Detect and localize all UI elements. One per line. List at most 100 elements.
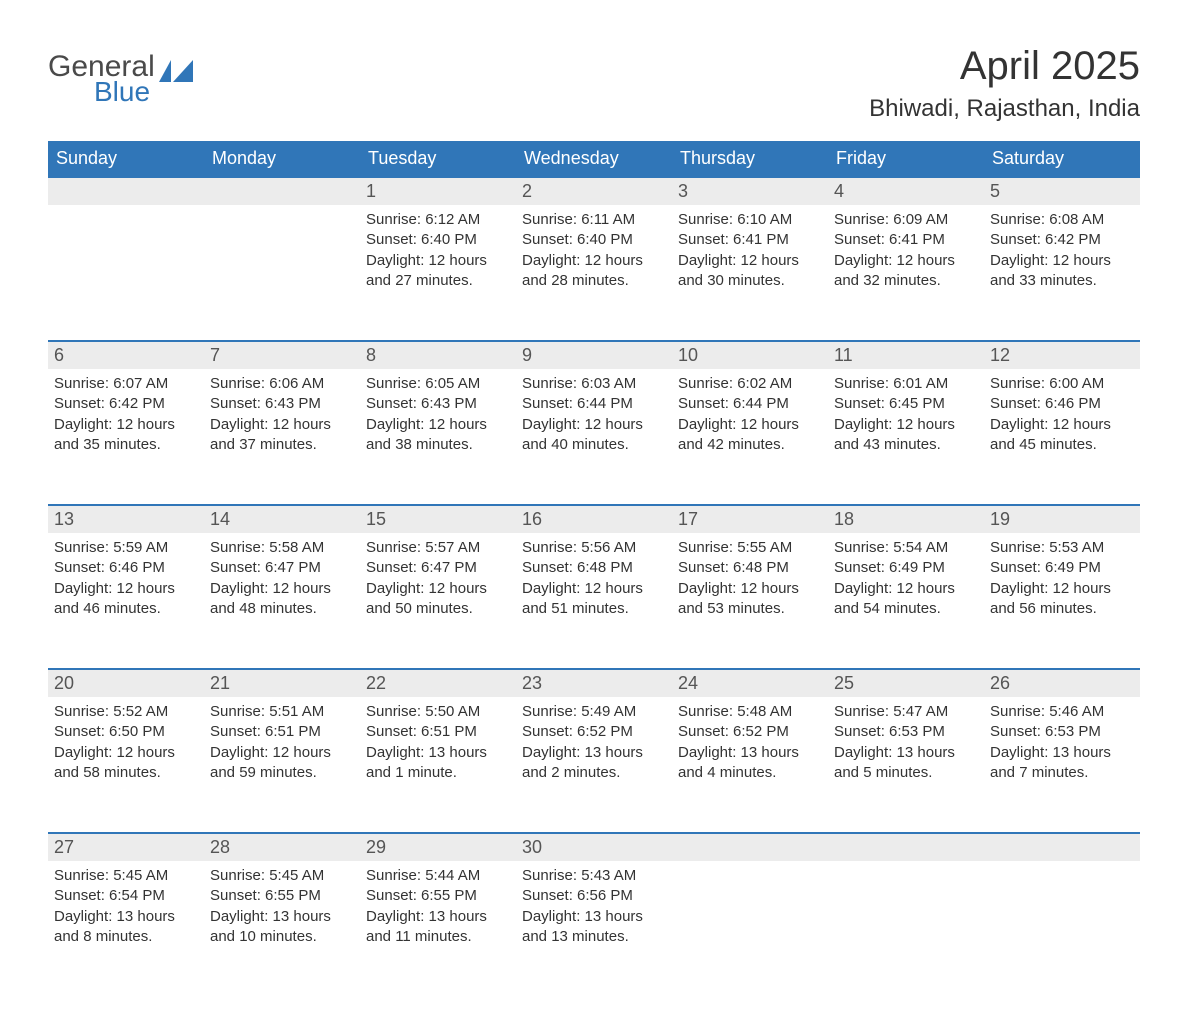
daylight-line: Daylight: 12 hours and 37 minutes. — [210, 415, 354, 456]
sunset-line: Sunset: 6:53 PM — [834, 722, 978, 742]
day-content: Sunrise: 5:49 AMSunset: 6:52 PMDaylight:… — [516, 697, 672, 797]
daylight-line: Daylight: 12 hours and 51 minutes. — [522, 579, 666, 620]
day-number: 2 — [516, 176, 672, 205]
sunset-line: Sunset: 6:48 PM — [522, 558, 666, 578]
daylight-line: Daylight: 12 hours and 27 minutes. — [366, 251, 510, 292]
daylight-line: Daylight: 13 hours and 7 minutes. — [990, 743, 1134, 784]
sunrise-line: Sunrise: 6:06 AM — [210, 374, 354, 394]
day-content: Sunrise: 6:11 AMSunset: 6:40 PMDaylight:… — [516, 205, 672, 305]
day-content: Sunrise: 6:05 AMSunset: 6:43 PMDaylight:… — [360, 369, 516, 469]
day-cell: Sunrise: 5:49 AMSunset: 6:52 PMDaylight:… — [516, 697, 672, 832]
sunrise-line: Sunrise: 5:48 AM — [678, 702, 822, 722]
day-number: 17 — [672, 504, 828, 533]
daylight-line: Daylight: 13 hours and 1 minute. — [366, 743, 510, 784]
daylight-line: Daylight: 13 hours and 11 minutes. — [366, 907, 510, 948]
day-number: 8 — [360, 340, 516, 369]
day-content: Sunrise: 6:03 AMSunset: 6:44 PMDaylight:… — [516, 369, 672, 469]
sunrise-line: Sunrise: 5:43 AM — [522, 866, 666, 886]
day-cell: Sunrise: 5:53 AMSunset: 6:49 PMDaylight:… — [984, 533, 1140, 668]
day-content: Sunrise: 5:52 AMSunset: 6:50 PMDaylight:… — [48, 697, 204, 797]
month-title: April 2025 — [869, 44, 1140, 89]
day-number: 22 — [360, 668, 516, 697]
sunset-line: Sunset: 6:42 PM — [54, 394, 198, 414]
sunset-line: Sunset: 6:43 PM — [210, 394, 354, 414]
daylight-line: Daylight: 12 hours and 45 minutes. — [990, 415, 1134, 456]
day-content: Sunrise: 5:44 AMSunset: 6:55 PMDaylight:… — [360, 861, 516, 961]
day-content: Sunrise: 6:07 AMSunset: 6:42 PMDaylight:… — [48, 369, 204, 469]
day-content: Sunrise: 5:50 AMSunset: 6:51 PMDaylight:… — [360, 697, 516, 797]
daylight-line: Daylight: 12 hours and 32 minutes. — [834, 251, 978, 292]
daylight-line: Daylight: 12 hours and 28 minutes. — [522, 251, 666, 292]
day-number-empty — [672, 832, 828, 861]
sunset-line: Sunset: 6:55 PM — [210, 886, 354, 906]
sunrise-line: Sunrise: 5:45 AM — [210, 866, 354, 886]
day-content: Sunrise: 6:00 AMSunset: 6:46 PMDaylight:… — [984, 369, 1140, 469]
sunrise-line: Sunrise: 6:07 AM — [54, 374, 198, 394]
day-cell: Sunrise: 6:12 AMSunset: 6:40 PMDaylight:… — [360, 205, 516, 340]
day-cell: Sunrise: 6:09 AMSunset: 6:41 PMDaylight:… — [828, 205, 984, 340]
brand-text: General Blue — [48, 52, 193, 106]
day-number: 15 — [360, 504, 516, 533]
weekday-header: Thursday — [672, 141, 828, 176]
daylight-line: Daylight: 13 hours and 13 minutes. — [522, 907, 666, 948]
sunrise-line: Sunrise: 5:47 AM — [834, 702, 978, 722]
sunset-line: Sunset: 6:54 PM — [54, 886, 198, 906]
day-content: Sunrise: 6:08 AMSunset: 6:42 PMDaylight:… — [984, 205, 1140, 305]
daylight-line: Daylight: 12 hours and 40 minutes. — [522, 415, 666, 456]
daylight-line: Daylight: 12 hours and 56 minutes. — [990, 579, 1134, 620]
week-daynum-row: 12345 — [48, 176, 1140, 205]
sunrise-line: Sunrise: 5:49 AM — [522, 702, 666, 722]
day-number: 5 — [984, 176, 1140, 205]
day-cell: Sunrise: 6:05 AMSunset: 6:43 PMDaylight:… — [360, 369, 516, 504]
week-daynum-row: 6789101112 — [48, 340, 1140, 369]
daylight-line: Daylight: 13 hours and 5 minutes. — [834, 743, 978, 784]
day-content: Sunrise: 6:09 AMSunset: 6:41 PMDaylight:… — [828, 205, 984, 305]
day-number: 9 — [516, 340, 672, 369]
sunset-line: Sunset: 6:48 PM — [678, 558, 822, 578]
flag-icon — [159, 60, 193, 82]
sunset-line: Sunset: 6:55 PM — [366, 886, 510, 906]
sunrise-line: Sunrise: 5:44 AM — [366, 866, 510, 886]
week-content-row: Sunrise: 5:45 AMSunset: 6:54 PMDaylight:… — [48, 861, 1140, 996]
sunset-line: Sunset: 6:51 PM — [366, 722, 510, 742]
sunset-line: Sunset: 6:41 PM — [834, 230, 978, 250]
sunset-line: Sunset: 6:51 PM — [210, 722, 354, 742]
day-cell: Sunrise: 6:01 AMSunset: 6:45 PMDaylight:… — [828, 369, 984, 504]
day-cell: Sunrise: 5:43 AMSunset: 6:56 PMDaylight:… — [516, 861, 672, 996]
day-cell: Sunrise: 5:48 AMSunset: 6:52 PMDaylight:… — [672, 697, 828, 832]
day-cell — [204, 205, 360, 340]
daylight-line: Daylight: 12 hours and 33 minutes. — [990, 251, 1134, 292]
day-number: 26 — [984, 668, 1140, 697]
day-content: Sunrise: 5:46 AMSunset: 6:53 PMDaylight:… — [984, 697, 1140, 797]
day-content: Sunrise: 5:59 AMSunset: 6:46 PMDaylight:… — [48, 533, 204, 633]
sunset-line: Sunset: 6:44 PM — [678, 394, 822, 414]
daylight-line: Daylight: 13 hours and 8 minutes. — [54, 907, 198, 948]
weekday-header: Tuesday — [360, 141, 516, 176]
sunset-line: Sunset: 6:40 PM — [366, 230, 510, 250]
day-number-empty — [984, 832, 1140, 861]
sunset-line: Sunset: 6:56 PM — [522, 886, 666, 906]
sunrise-line: Sunrise: 5:52 AM — [54, 702, 198, 722]
day-number: 14 — [204, 504, 360, 533]
day-number: 13 — [48, 504, 204, 533]
day-cell: Sunrise: 5:58 AMSunset: 6:47 PMDaylight:… — [204, 533, 360, 668]
weekday-header-row: SundayMondayTuesdayWednesdayThursdayFrid… — [48, 141, 1140, 176]
sunrise-line: Sunrise: 5:54 AM — [834, 538, 978, 558]
daylight-line: Daylight: 12 hours and 50 minutes. — [366, 579, 510, 620]
week-content-row: Sunrise: 6:12 AMSunset: 6:40 PMDaylight:… — [48, 205, 1140, 340]
day-number: 1 — [360, 176, 516, 205]
sunset-line: Sunset: 6:47 PM — [210, 558, 354, 578]
daylight-line: Daylight: 12 hours and 59 minutes. — [210, 743, 354, 784]
day-number: 16 — [516, 504, 672, 533]
day-cell: Sunrise: 6:06 AMSunset: 6:43 PMDaylight:… — [204, 369, 360, 504]
week-daynum-row: 13141516171819 — [48, 504, 1140, 533]
weekday-header: Sunday — [48, 141, 204, 176]
day-cell — [828, 861, 984, 996]
weekday-header: Friday — [828, 141, 984, 176]
sunset-line: Sunset: 6:44 PM — [522, 394, 666, 414]
daylight-line: Daylight: 12 hours and 42 minutes. — [678, 415, 822, 456]
day-cell: Sunrise: 5:57 AMSunset: 6:47 PMDaylight:… — [360, 533, 516, 668]
day-content: Sunrise: 6:10 AMSunset: 6:41 PMDaylight:… — [672, 205, 828, 305]
day-cell: Sunrise: 5:44 AMSunset: 6:55 PMDaylight:… — [360, 861, 516, 996]
sunset-line: Sunset: 6:46 PM — [990, 394, 1134, 414]
